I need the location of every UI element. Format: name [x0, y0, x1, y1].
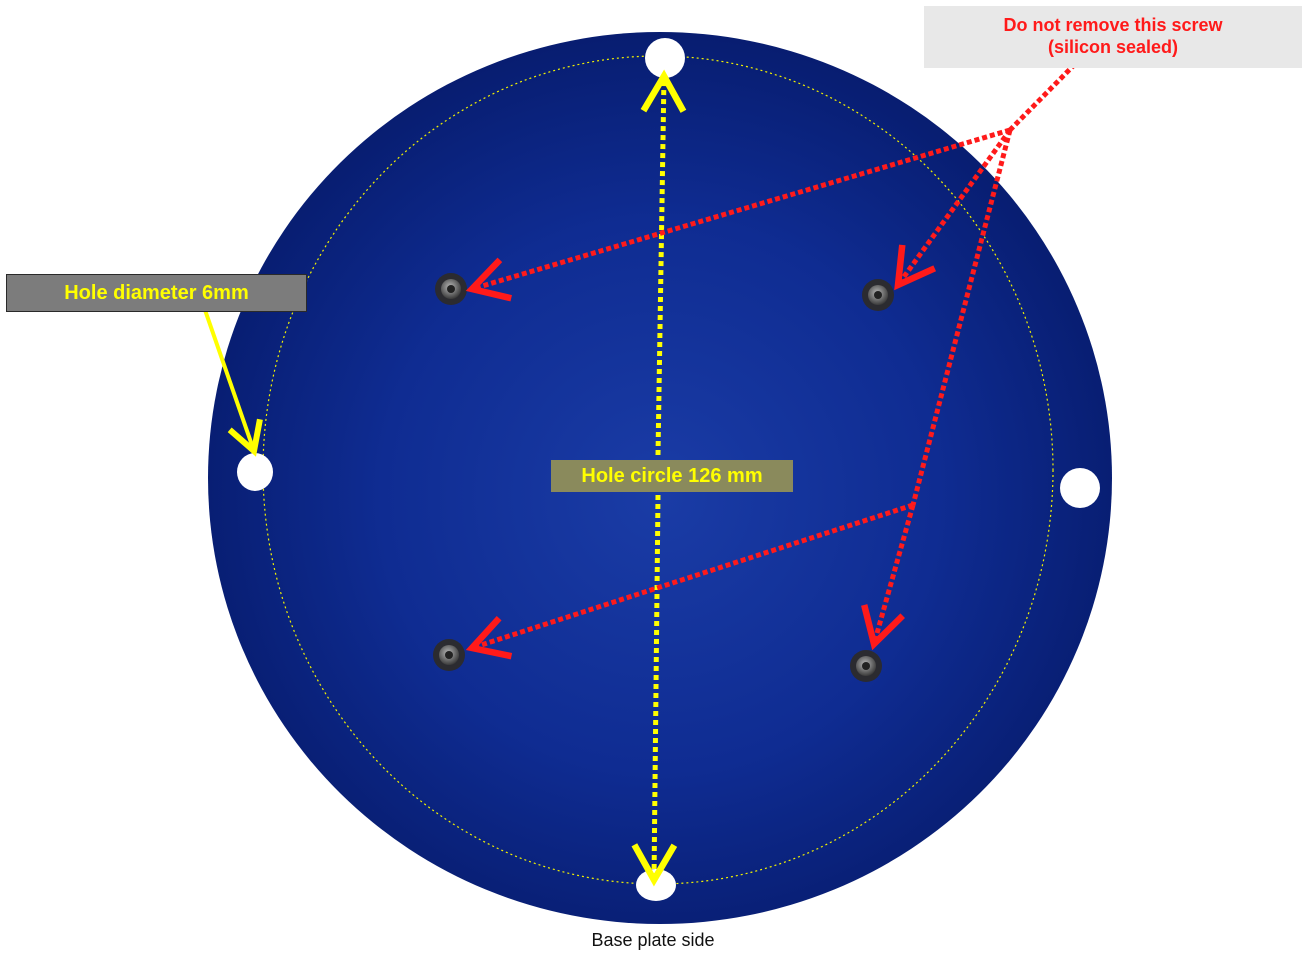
- hole-circle-label: Hole circle 126 mm: [551, 460, 793, 492]
- warning-arrow-top-left: [465, 127, 1011, 302]
- hole-diameter-label: Hole diameter 6mm: [6, 274, 307, 312]
- warning-label: Do not remove this screw (silicon sealed…: [924, 6, 1302, 68]
- warning-label-line1: Do not remove this screw: [1003, 15, 1223, 35]
- warning-label-line2: (silicon sealed): [1047, 37, 1179, 57]
- screw-bottom-left: [433, 639, 465, 671]
- screw-top-left: [435, 273, 467, 305]
- warning-arrow-trunk: [910, 129, 1013, 506]
- hole-circle-measure-arrow: [640, 69, 687, 456]
- warning-arrows: [465, 62, 1077, 660]
- caption: Base plate side: [591, 930, 715, 950]
- warning-arrow-bottom-right: [861, 504, 916, 651]
- hole-diameter-arrow: [203, 309, 263, 457]
- mounting-hole-top: [645, 38, 685, 78]
- mounting-hole-left: [237, 453, 273, 491]
- warning-arrow-bottom-left: [465, 502, 914, 660]
- screw-bottom-right: [850, 650, 882, 682]
- mounting-hole-right: [1060, 468, 1100, 508]
- screw-top-right: [862, 279, 894, 311]
- warning-arrow-stem: [1008, 62, 1077, 132]
- hole-circle-measure-arrow-lower: [631, 494, 678, 887]
